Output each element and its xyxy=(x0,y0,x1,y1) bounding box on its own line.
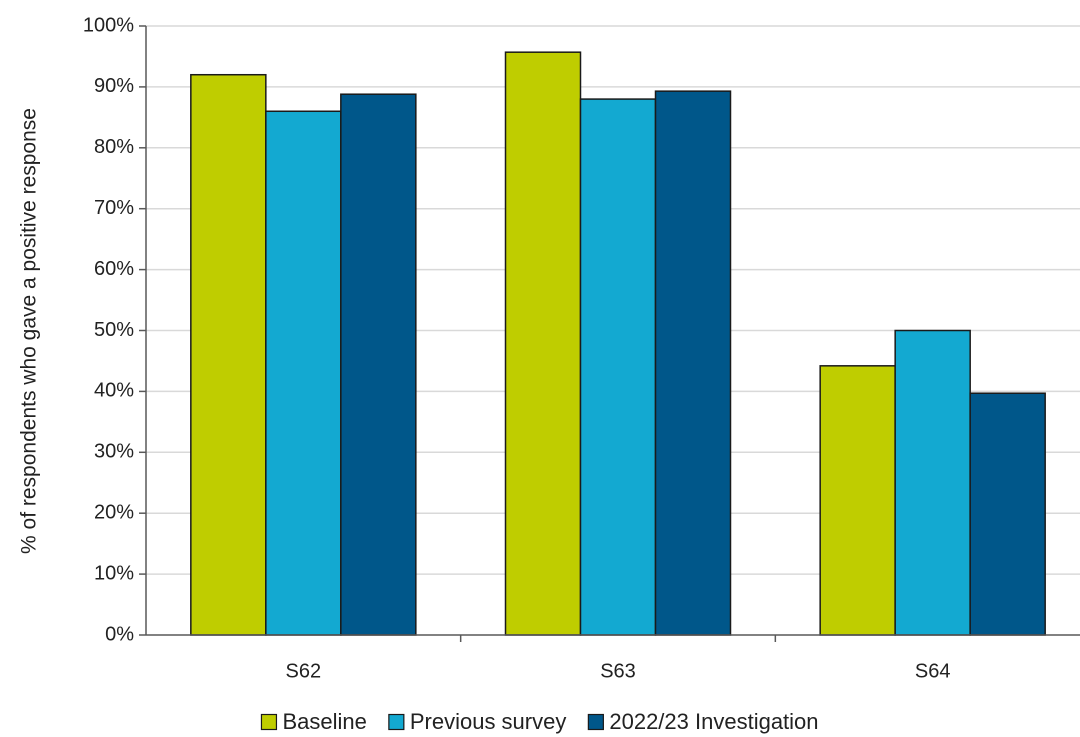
y-tick-label: 90% xyxy=(94,75,134,97)
bar-s63-previous-survey xyxy=(579,98,657,636)
y-tick-label: 70% xyxy=(94,197,134,219)
legend: Baseline Previous survey 2022/23 Investiga… xyxy=(260,709,819,734)
y-tick-label: 100% xyxy=(83,14,134,36)
y-tick-labels: 0% 10% 20% 30% 40% 50% 60% 70% 80% 90% 100% xyxy=(83,14,134,645)
y-tick-label: 50% xyxy=(94,319,134,341)
legend-swatch xyxy=(587,713,604,731)
y-tick-label: 30% xyxy=(94,441,134,463)
y-axis-title: % of respondents who gave a positive res… xyxy=(18,108,41,554)
y-tick-label: 10% xyxy=(94,562,134,584)
x-tick-label: S62 xyxy=(286,660,322,682)
legend-swatch xyxy=(260,713,278,731)
bars xyxy=(190,51,1046,636)
legend-swatch xyxy=(388,713,405,731)
bar-s64-2022-23-investigation xyxy=(969,392,1046,636)
y-tick-label: 80% xyxy=(94,136,134,158)
legend-label: 2022/23 Investigation xyxy=(609,709,818,734)
bar-s64-baseline xyxy=(819,365,896,636)
x-tick-label: S63 xyxy=(600,660,636,682)
y-tick-label: 40% xyxy=(94,380,134,402)
bar-s62-previous-survey xyxy=(265,110,342,636)
bar-s62-baseline xyxy=(190,73,267,636)
x-tick-labels: S62 S63 S64 xyxy=(286,660,951,682)
y-tick-label: 60% xyxy=(94,258,134,280)
x-tick-label: S64 xyxy=(915,660,951,682)
legend-label: Previous survey xyxy=(410,709,567,734)
axes xyxy=(139,25,1080,642)
y-tick-label: 0% xyxy=(105,623,134,645)
bar-s64-previous-survey xyxy=(894,329,971,636)
y-tick-label: 20% xyxy=(94,501,134,523)
bar-s63-2022-23-investigation xyxy=(654,90,732,636)
bar-s62-2022-23-investigation xyxy=(340,93,417,636)
legend-label: Baseline xyxy=(282,709,366,734)
bar-s63-baseline xyxy=(504,51,582,636)
